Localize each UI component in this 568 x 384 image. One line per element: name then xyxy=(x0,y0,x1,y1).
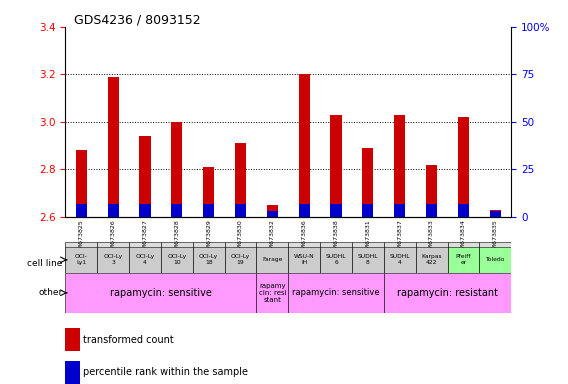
FancyBboxPatch shape xyxy=(65,242,97,273)
Text: GSM673834: GSM673834 xyxy=(461,219,466,257)
FancyBboxPatch shape xyxy=(479,242,511,273)
Bar xyxy=(458,117,469,217)
FancyBboxPatch shape xyxy=(352,242,384,273)
Text: rapamycin: sensitive: rapamycin: sensitive xyxy=(110,288,212,298)
Text: GSM673827: GSM673827 xyxy=(143,219,148,257)
FancyBboxPatch shape xyxy=(288,273,384,313)
Bar xyxy=(490,210,501,217)
Bar xyxy=(458,204,469,217)
FancyBboxPatch shape xyxy=(416,247,448,273)
Text: Karpas
422: Karpas 422 xyxy=(421,255,442,265)
Bar xyxy=(394,115,406,217)
Bar xyxy=(362,204,373,217)
FancyBboxPatch shape xyxy=(479,247,511,273)
FancyBboxPatch shape xyxy=(161,242,193,273)
Text: Pfeiff
er: Pfeiff er xyxy=(456,255,471,265)
Text: SUDHL
4: SUDHL 4 xyxy=(390,255,410,265)
Bar xyxy=(139,136,151,217)
Bar xyxy=(267,205,278,217)
Bar xyxy=(426,165,437,217)
Bar xyxy=(235,204,246,217)
Bar xyxy=(299,74,310,217)
Text: GDS4236 / 8093152: GDS4236 / 8093152 xyxy=(74,13,201,26)
Text: cell line: cell line xyxy=(27,259,62,268)
Text: OCI-
Ly1: OCI- Ly1 xyxy=(75,255,87,265)
Bar xyxy=(331,204,341,217)
FancyBboxPatch shape xyxy=(256,242,288,273)
Text: GSM673833: GSM673833 xyxy=(429,219,434,257)
Text: GSM673838: GSM673838 xyxy=(333,220,339,257)
Text: GSM673825: GSM673825 xyxy=(79,220,83,257)
Text: GSM673835: GSM673835 xyxy=(493,220,498,257)
Text: OCI-Ly
10: OCI-Ly 10 xyxy=(167,255,186,265)
Bar xyxy=(362,148,373,217)
Text: GSM673837: GSM673837 xyxy=(397,219,402,257)
Bar xyxy=(267,211,278,217)
FancyBboxPatch shape xyxy=(97,242,129,273)
Text: GSM673832: GSM673832 xyxy=(270,219,275,257)
FancyBboxPatch shape xyxy=(448,242,479,273)
Bar xyxy=(203,167,214,217)
FancyBboxPatch shape xyxy=(384,273,511,313)
Text: GSM673830: GSM673830 xyxy=(238,220,243,257)
Text: SUDHL
6: SUDHL 6 xyxy=(325,255,346,265)
Bar xyxy=(107,77,119,217)
Text: other: other xyxy=(38,288,62,297)
Text: GSM673826: GSM673826 xyxy=(111,220,116,257)
Bar xyxy=(331,115,341,217)
FancyBboxPatch shape xyxy=(129,242,161,273)
Text: OCI-Ly
19: OCI-Ly 19 xyxy=(231,255,250,265)
FancyBboxPatch shape xyxy=(97,247,129,273)
Text: OCI-Ly
18: OCI-Ly 18 xyxy=(199,255,218,265)
FancyBboxPatch shape xyxy=(256,247,288,273)
Bar xyxy=(107,204,119,217)
Text: GSM673831: GSM673831 xyxy=(365,220,370,257)
FancyBboxPatch shape xyxy=(193,242,224,273)
FancyBboxPatch shape xyxy=(448,247,479,273)
FancyBboxPatch shape xyxy=(224,242,256,273)
Text: GSM673828: GSM673828 xyxy=(174,220,179,257)
FancyBboxPatch shape xyxy=(320,247,352,273)
FancyBboxPatch shape xyxy=(384,242,416,273)
Text: OCI-Ly
4: OCI-Ly 4 xyxy=(135,255,154,265)
Text: Farage: Farage xyxy=(262,257,282,262)
Text: rapamy
cin: resi
stant: rapamy cin: resi stant xyxy=(258,283,286,303)
Text: GSM673836: GSM673836 xyxy=(302,220,307,257)
FancyBboxPatch shape xyxy=(352,247,384,273)
FancyBboxPatch shape xyxy=(65,247,97,273)
FancyBboxPatch shape xyxy=(129,247,161,273)
Bar xyxy=(426,204,437,217)
Bar xyxy=(235,143,246,217)
FancyBboxPatch shape xyxy=(320,242,352,273)
Bar xyxy=(203,204,214,217)
FancyBboxPatch shape xyxy=(384,247,416,273)
Text: WSU-N
IH: WSU-N IH xyxy=(294,255,315,265)
Text: SUDHL
8: SUDHL 8 xyxy=(358,255,378,265)
Text: transformed count: transformed count xyxy=(83,335,174,345)
Text: percentile rank within the sample: percentile rank within the sample xyxy=(83,367,248,377)
Bar xyxy=(76,204,87,217)
FancyBboxPatch shape xyxy=(416,242,448,273)
Bar xyxy=(139,204,151,217)
FancyBboxPatch shape xyxy=(288,242,320,273)
Text: OCI-Ly
3: OCI-Ly 3 xyxy=(103,255,123,265)
Bar xyxy=(394,204,406,217)
Bar xyxy=(76,151,87,217)
FancyBboxPatch shape xyxy=(256,273,288,313)
Bar xyxy=(299,204,310,217)
Text: rapamycin: resistant: rapamycin: resistant xyxy=(397,288,498,298)
Bar xyxy=(490,211,501,217)
Text: Toledo: Toledo xyxy=(486,257,505,262)
FancyBboxPatch shape xyxy=(65,273,256,313)
FancyBboxPatch shape xyxy=(161,247,193,273)
FancyBboxPatch shape xyxy=(224,247,256,273)
FancyBboxPatch shape xyxy=(288,247,320,273)
FancyBboxPatch shape xyxy=(193,247,224,273)
Bar xyxy=(171,122,182,217)
Bar xyxy=(171,204,182,217)
Text: GSM673829: GSM673829 xyxy=(206,219,211,257)
Text: rapamycin: sensitive: rapamycin: sensitive xyxy=(292,288,380,297)
